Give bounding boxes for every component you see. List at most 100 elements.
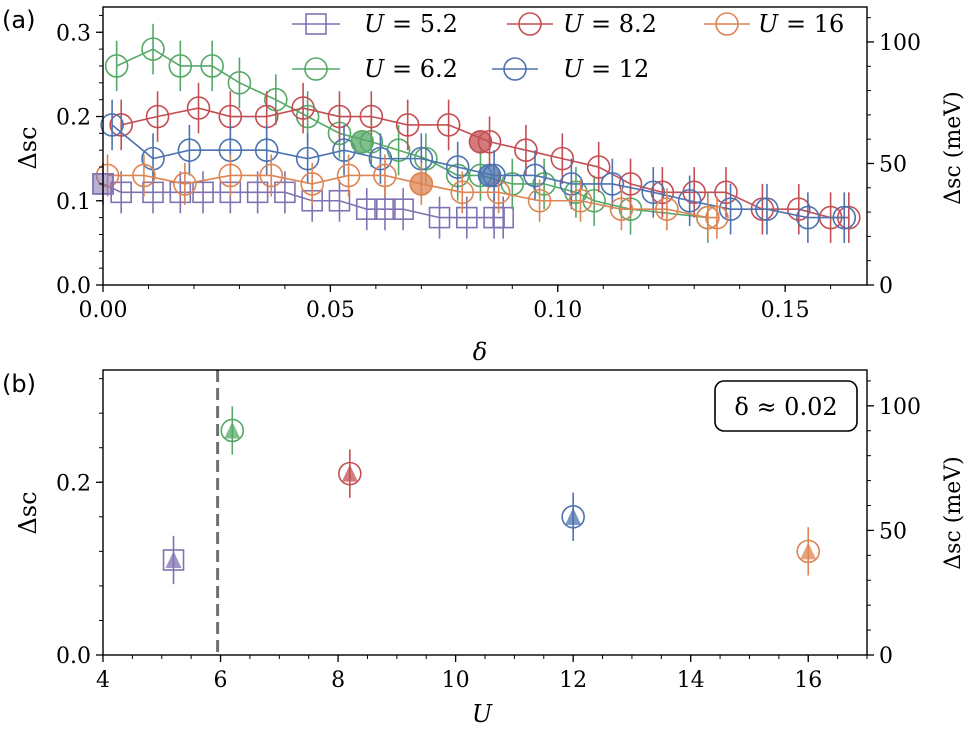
data-point bbox=[300, 162, 324, 205]
point-marker bbox=[655, 197, 679, 221]
point-marker bbox=[162, 549, 185, 571]
panel-b-ylabel-right: Δsc (meV) bbox=[941, 456, 966, 569]
data-point-u16 bbox=[796, 527, 821, 576]
legend: U = 5.2 U = 8.2 U = 16 U = 6.2 bbox=[292, 10, 844, 83]
panel-b-xlabel: U bbox=[472, 700, 493, 728]
point-marker bbox=[445, 155, 470, 179]
point-marker bbox=[641, 180, 666, 205]
series-U12 bbox=[100, 99, 857, 243]
legend-item-u82: U = 8.2 bbox=[507, 10, 657, 38]
legend-item-u12: U = 12 bbox=[492, 55, 649, 83]
point-marker bbox=[177, 138, 202, 163]
data-point bbox=[428, 196, 451, 239]
point-marker bbox=[374, 198, 396, 220]
circle-marker-icon bbox=[715, 12, 739, 36]
data-point bbox=[392, 188, 414, 231]
data-point bbox=[600, 158, 625, 210]
point-marker bbox=[200, 54, 224, 78]
data-point bbox=[227, 57, 252, 109]
point-marker bbox=[300, 172, 324, 196]
data-point bbox=[696, 196, 720, 239]
x-tick-label: 0.10 bbox=[533, 298, 582, 323]
data-point bbox=[523, 150, 547, 201]
data-point bbox=[514, 124, 538, 176]
point-marker bbox=[561, 505, 585, 529]
data-point bbox=[291, 82, 315, 134]
legend-value-u12: = 12 bbox=[591, 55, 649, 83]
data-point bbox=[173, 162, 197, 205]
point-marker bbox=[456, 206, 478, 229]
x-tick-label: 14 bbox=[677, 668, 705, 693]
x-tick-label: 6 bbox=[214, 668, 228, 693]
legend-value-u52: = 5.2 bbox=[392, 10, 458, 38]
highlighted-point bbox=[350, 129, 375, 154]
point-marker bbox=[327, 104, 352, 129]
point-marker bbox=[100, 113, 124, 137]
point-marker bbox=[109, 113, 133, 137]
point-marker bbox=[368, 146, 393, 171]
panel-b-plot-area bbox=[162, 370, 821, 655]
data-point bbox=[618, 158, 643, 210]
series-U82 bbox=[109, 82, 861, 243]
point-marker bbox=[132, 163, 156, 188]
data-point bbox=[386, 124, 411, 176]
x-tick-label: 4 bbox=[96, 668, 110, 693]
point-marker bbox=[550, 146, 575, 171]
data-point bbox=[568, 179, 593, 222]
legend-label-u16: U bbox=[758, 10, 779, 38]
panel-a: (a) 0.00 0.05 0.10 0.15 0.0 0.1 0.2 0.3 0 50 100 δ… bbox=[2, 6, 966, 366]
data-point bbox=[609, 188, 634, 231]
series-line bbox=[121, 107, 849, 219]
data-point bbox=[259, 154, 284, 197]
legend-item-u52: U = 5.2 bbox=[292, 10, 458, 38]
highlighted-point bbox=[477, 163, 502, 188]
data-point bbox=[145, 91, 170, 142]
x-tick-label: 16 bbox=[794, 668, 822, 693]
triangle-marker-icon bbox=[341, 464, 358, 482]
data-point-u52 bbox=[162, 535, 185, 585]
data-point bbox=[586, 141, 611, 193]
point-marker bbox=[227, 71, 252, 95]
x-tick-label: 0.05 bbox=[306, 298, 355, 323]
data-point bbox=[796, 192, 820, 243]
legend-value-u82: = 8.2 bbox=[591, 10, 657, 38]
point-marker bbox=[291, 96, 315, 120]
point-marker bbox=[696, 205, 720, 230]
data-point bbox=[177, 124, 202, 176]
x-tick-label: 10 bbox=[442, 668, 470, 693]
data-point bbox=[336, 154, 361, 197]
data-point bbox=[395, 99, 420, 151]
y-right-tick-label: 100 bbox=[879, 31, 921, 56]
point-marker bbox=[173, 172, 197, 196]
highlighted-point bbox=[409, 172, 434, 196]
legend-label-u52: U bbox=[364, 10, 385, 38]
panel-b-ylabel: Δsc bbox=[14, 491, 42, 534]
point-marker bbox=[274, 181, 296, 204]
data-point bbox=[755, 183, 779, 235]
legend-label-u82: U bbox=[563, 10, 584, 38]
y-tick-label: 0.2 bbox=[56, 471, 91, 496]
point-marker bbox=[428, 206, 451, 229]
data-point bbox=[254, 124, 279, 176]
triangle-marker-icon bbox=[165, 551, 182, 568]
x-tick-label: 12 bbox=[559, 668, 587, 693]
point-marker bbox=[355, 198, 378, 220]
point-marker bbox=[186, 96, 211, 120]
data-point bbox=[655, 188, 679, 231]
data-point bbox=[527, 179, 552, 222]
point-marker bbox=[436, 113, 461, 137]
point-marker bbox=[359, 104, 384, 129]
point-marker bbox=[218, 163, 243, 188]
data-point bbox=[786, 183, 811, 235]
data-point bbox=[327, 91, 352, 142]
svg-text:Δsc: Δsc bbox=[14, 126, 42, 169]
highlighted-point bbox=[468, 129, 493, 154]
data-point bbox=[714, 167, 738, 218]
point-marker bbox=[246, 181, 269, 204]
svg-text:Δsc (meV): Δsc (meV) bbox=[941, 456, 966, 569]
point-marker bbox=[705, 205, 729, 230]
panel-a-frame bbox=[102, 6, 868, 286]
point-marker bbox=[141, 37, 165, 61]
x-tick-label: 0.15 bbox=[761, 298, 810, 323]
y-tick-label: 0.0 bbox=[56, 274, 91, 299]
